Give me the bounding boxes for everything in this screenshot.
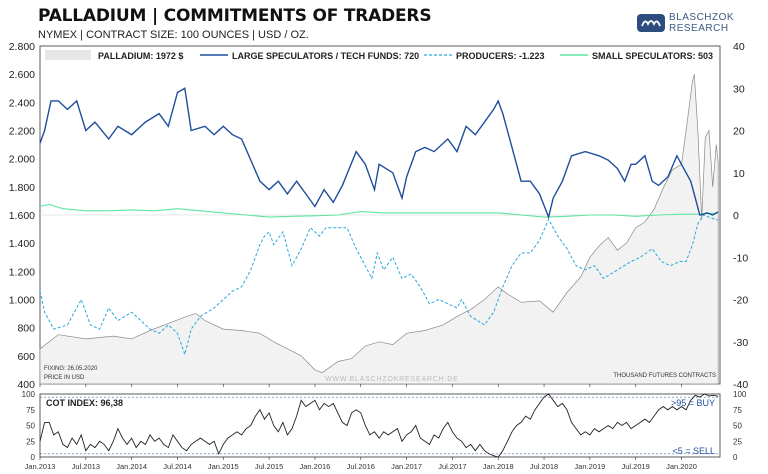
cot-index-label: COT INDEX: 96,38 [46, 398, 123, 408]
left-tick-label: 2.800 [9, 41, 35, 53]
cot-left-tick-label: 50 [26, 422, 35, 431]
x-tick-label: Jul.2014 [163, 462, 191, 471]
right-tick-label: -20 [733, 295, 748, 307]
x-tick-label: Jul.2015 [255, 462, 283, 471]
cot-right-tick-label: 25 [733, 437, 742, 446]
price-unit-note: PRICE IN USD [44, 375, 85, 381]
cot-plot-frame [39, 393, 721, 458]
left-tick-label: 2.400 [9, 97, 35, 109]
large-speculators-line [39, 87, 719, 220]
legend-label-producers: PRODUCERS: -1.223 [456, 51, 545, 61]
legend-label-large-speculators: LARGE SPECULATORS / TECH FUNDS: 720 [232, 51, 419, 61]
legend-label-small-speculators: SMALL SPECULATORS: 503 [592, 51, 713, 61]
left-axis-ticks: 400 600 800 1.000 1.200 1.400 1.600 1.800 2.000 2… [9, 41, 35, 391]
x-tick-label: Jul.2016 [347, 462, 375, 471]
contracts-unit-note: THOUSAND FUTURES CONTRACTS [613, 373, 716, 379]
buy-threshold-label: >95 = BUY [671, 398, 715, 408]
sell-threshold-label: <5 = SELL [672, 446, 715, 456]
producers-line [39, 214, 719, 357]
cot-left-tick-label: 75 [26, 406, 35, 415]
cot-right-tick-label: 100 [733, 390, 747, 399]
right-tick-label: 30 [733, 83, 745, 95]
right-tick-label: 40 [733, 41, 745, 53]
x-tick-label: Jul.2019 [622, 462, 650, 471]
right-tick-label: -40 [733, 379, 748, 391]
cot-right-tick-label: 75 [733, 406, 742, 415]
cot-right-tick-label: 50 [733, 422, 742, 431]
brand-line-1: BLASCHZOK [669, 12, 735, 23]
cot-gridlines [40, 396, 720, 455]
x-tick-label: Jan.2016 [299, 462, 330, 471]
x-tick-label: Jan.2013 [25, 462, 56, 471]
left-tick-label: 2.000 [9, 154, 35, 166]
x-tick-label: Jan.2018 [483, 462, 514, 471]
left-tick-label: 1.400 [9, 238, 35, 250]
left-tick-label: 800 [17, 323, 35, 335]
watermark: WWW.BLASCHZOKRESEARCH.DE [325, 376, 459, 383]
x-tick-label: Jan.2015 [208, 462, 239, 471]
right-tick-label: 10 [733, 168, 745, 180]
cot-index-line [39, 393, 719, 458]
cot-index-panel: 0 0 25 25 50 50 75 75 100 100 COT INDEX: 96,38 >9… [22, 390, 747, 462]
brand-line-2: RESEARCH [669, 23, 729, 34]
chart-title: PALLADIUM | COMMITMENTS OF TRADERS [38, 6, 432, 26]
brand-name: BLASCHZOK RESEARCH [669, 12, 734, 34]
left-tick-label: 1.200 [9, 266, 35, 278]
cot-left-tick-label: 25 [26, 437, 35, 446]
left-tick-label: 2.200 [9, 126, 35, 138]
legend-label-palladium: PALLADIUM: 1972 $ [98, 51, 183, 61]
blaschzok-research-logo-icon [637, 14, 665, 32]
x-tick-label: Jan.2014 [116, 462, 147, 471]
right-tick-label: 0 [733, 210, 739, 222]
cot-left-tick-label: 0 [31, 453, 36, 462]
left-tick-label: 400 [17, 379, 35, 391]
x-tick-label: Jul.2013 [72, 462, 100, 471]
x-tick-label: Jul.2018 [530, 462, 558, 471]
small-speculators-line [39, 203, 719, 218]
cot-axis-ticks: 0 0 25 25 50 50 75 75 100 100 [22, 390, 747, 462]
left-tick-label: 1.800 [9, 182, 35, 194]
x-tick-label: Jan.2020 [666, 462, 697, 471]
left-tick-label: 2.600 [9, 69, 35, 81]
left-tick-label: 1.600 [9, 210, 35, 222]
fixing-note: FIXING: 26.05.2020 [44, 366, 98, 372]
x-tick-label: Jul.2017 [438, 462, 466, 471]
right-axis-ticks: -40 -30 -20 -10 0 10 20 30 40 [733, 41, 748, 391]
legend-swatch-palladium [45, 50, 91, 60]
right-tick-label: -30 [733, 337, 748, 349]
main-panel: 4006008001.0001.2001.4001.6001.8002.0002… [9, 41, 749, 391]
cot-left-tick-label: 100 [22, 390, 36, 399]
palladium-price-area [39, 74, 719, 385]
x-tick-label: Jan.2019 [574, 462, 605, 471]
right-tick-label: 20 [733, 126, 745, 138]
right-tick-label: -10 [733, 252, 748, 264]
x-tick-label: Jan.2017 [391, 462, 422, 471]
x-axis-ticks: Jan.2013 Jul.2013 Jan.2014 Jul.2014 Jan.2015… [25, 384, 697, 471]
left-tick-label: 600 [17, 351, 35, 363]
cot-right-tick-label: 0 [733, 453, 738, 462]
legend: PALLADIUM: 1972 $ LARGE SPECULATORS / TE… [45, 50, 713, 61]
chart-subtitle: NYMEX | CONTRACT SIZE: 100 OUNCES | USD … [38, 29, 309, 41]
left-tick-label: 1.000 [9, 295, 35, 307]
